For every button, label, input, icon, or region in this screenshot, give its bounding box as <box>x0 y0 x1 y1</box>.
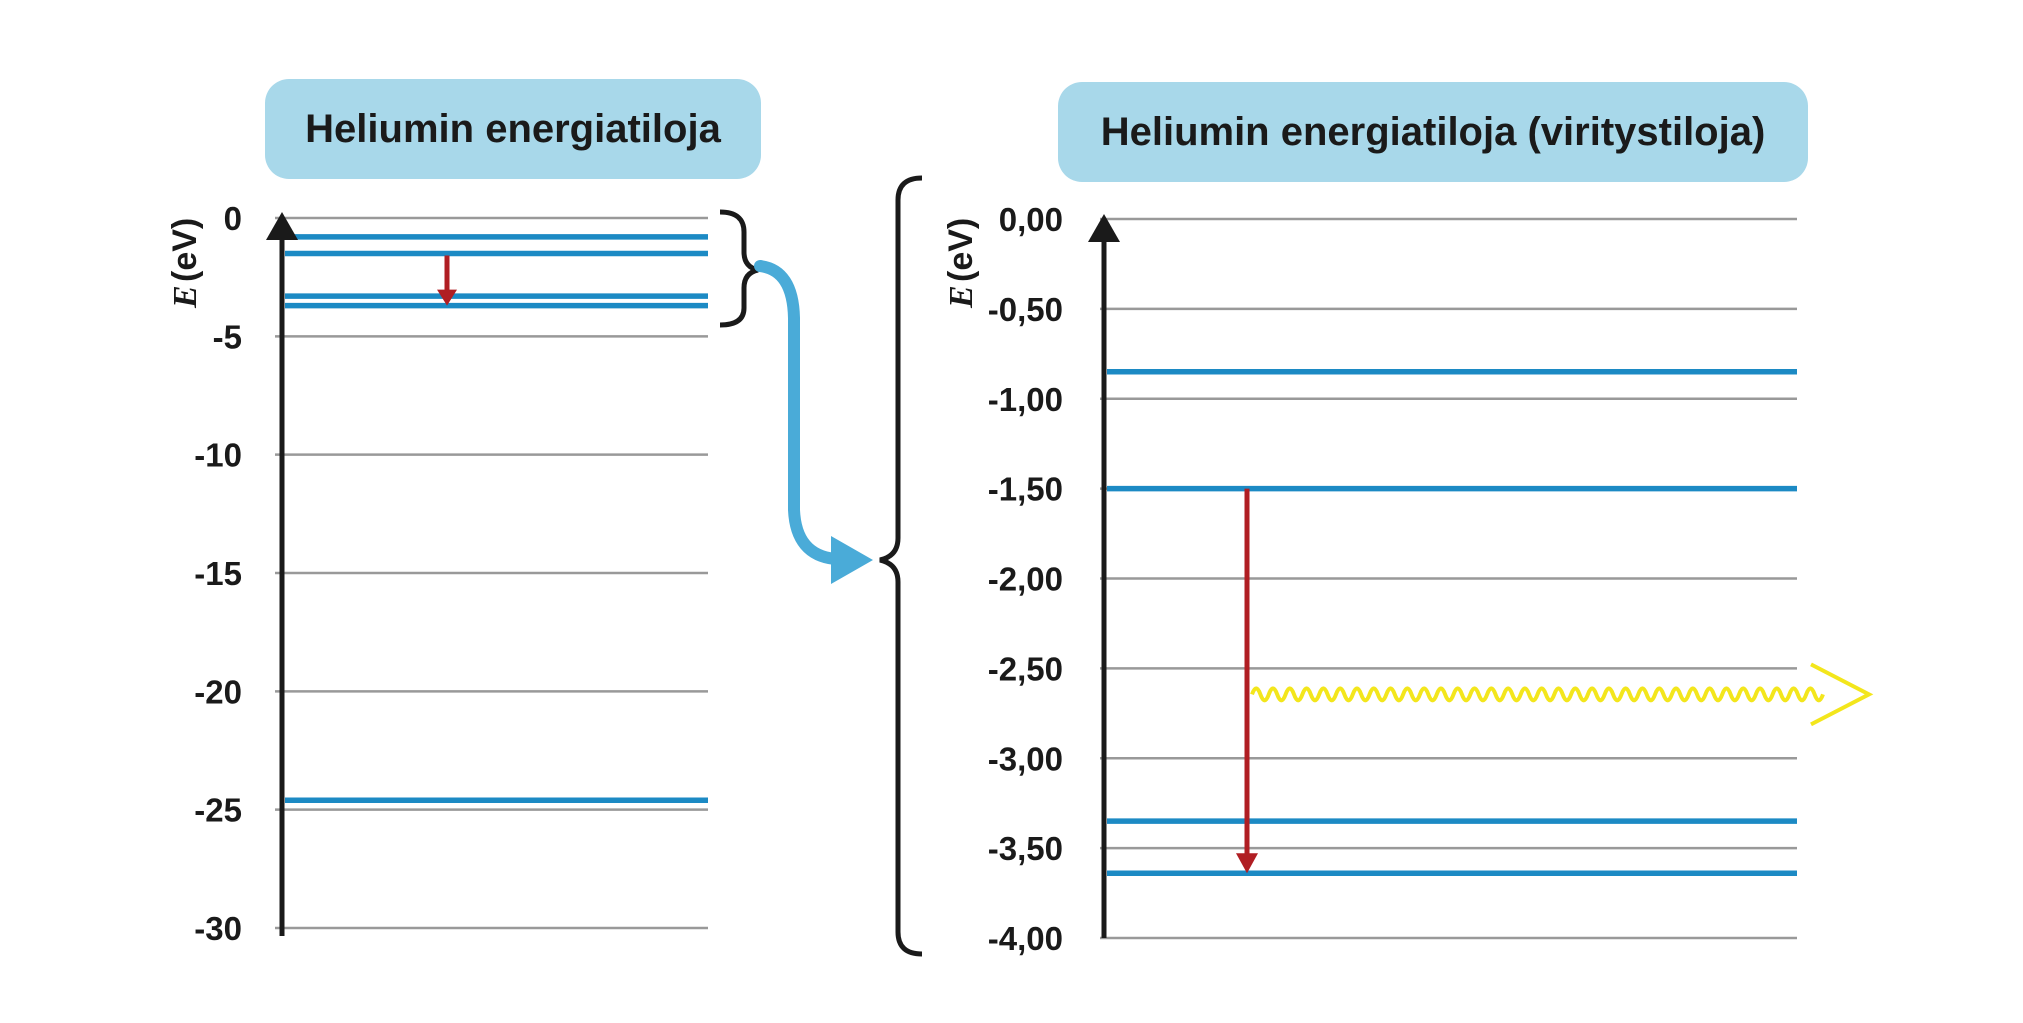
left-tick-label: -20 <box>194 673 242 710</box>
left-transition-arrow <box>437 255 457 306</box>
left-tick-label: -25 <box>194 792 242 829</box>
left-y-label-symbol: E <box>167 285 204 309</box>
left-y-label: E (eV) <box>166 218 204 309</box>
left-title: Heliumin energiatiloja <box>305 107 721 151</box>
right-y-label: E (eV) <box>942 218 980 309</box>
right-tick-label: -0,50 <box>988 291 1063 328</box>
left-y-axis-arrowhead <box>266 212 298 240</box>
photon-emission <box>1250 662 1874 727</box>
right-tick-labels: 0,00 -0,50 -1,00 -1,50 -2,00 -2,50 -3,00 -3,50 -… <box>988 201 1063 957</box>
left-title-box <box>265 79 761 179</box>
right-panel: Heliumin energiatiloja (viritystiloja) E… <box>879 82 1874 957</box>
right-transition-arrow <box>1236 488 1258 874</box>
right-tick-label: -3,50 <box>988 830 1063 867</box>
right-tick-label: -4,00 <box>988 920 1063 957</box>
left-tick-label: 0 <box>224 200 242 237</box>
left-tick-label: -15 <box>194 555 242 592</box>
photon-wave <box>1250 686 1825 703</box>
left-energy-levels <box>285 234 708 803</box>
zoom-connector <box>754 260 873 584</box>
right-tick-label: -1,50 <box>988 471 1063 508</box>
left-tick-label: -10 <box>194 437 242 474</box>
left-y-label-unit: (eV) <box>166 218 204 282</box>
right-y-label-unit: (eV) <box>942 218 980 282</box>
right-title-box <box>1058 82 1808 182</box>
right-tick-label: -2,50 <box>988 650 1063 687</box>
zoom-bracket-large <box>879 175 923 957</box>
right-y-axis-arrowhead <box>1088 214 1120 242</box>
right-transition-arrowhead <box>1236 853 1258 874</box>
right-energy-levels <box>1107 369 1797 877</box>
left-transition-arrowhead <box>437 289 457 306</box>
zoom-bracket-small <box>719 209 759 328</box>
zoom-connector-arrowhead <box>831 536 873 584</box>
right-tick-label: -3,00 <box>988 740 1063 777</box>
right-tick-label: -1,00 <box>988 381 1063 418</box>
left-panel: Heliumin energiatiloja E (eV) 0 -5 -10 -15 -… <box>166 79 761 947</box>
photon-arrowhead <box>1810 662 1874 727</box>
right-tick-label: 0,00 <box>999 201 1063 238</box>
left-tick-label: -30 <box>194 910 242 947</box>
right-gridlines <box>1100 217 1797 940</box>
left-tick-label: -5 <box>213 318 242 355</box>
right-title: Heliumin energiatiloja (viritystiloja) <box>1101 110 1766 154</box>
zoom-connector-curve <box>754 260 841 565</box>
right-y-label-symbol: E <box>943 285 980 309</box>
left-tick-labels: 0 -5 -10 -15 -20 -25 -30 <box>194 200 242 947</box>
right-tick-label: -2,00 <box>988 561 1063 598</box>
left-gridlines <box>275 216 708 930</box>
